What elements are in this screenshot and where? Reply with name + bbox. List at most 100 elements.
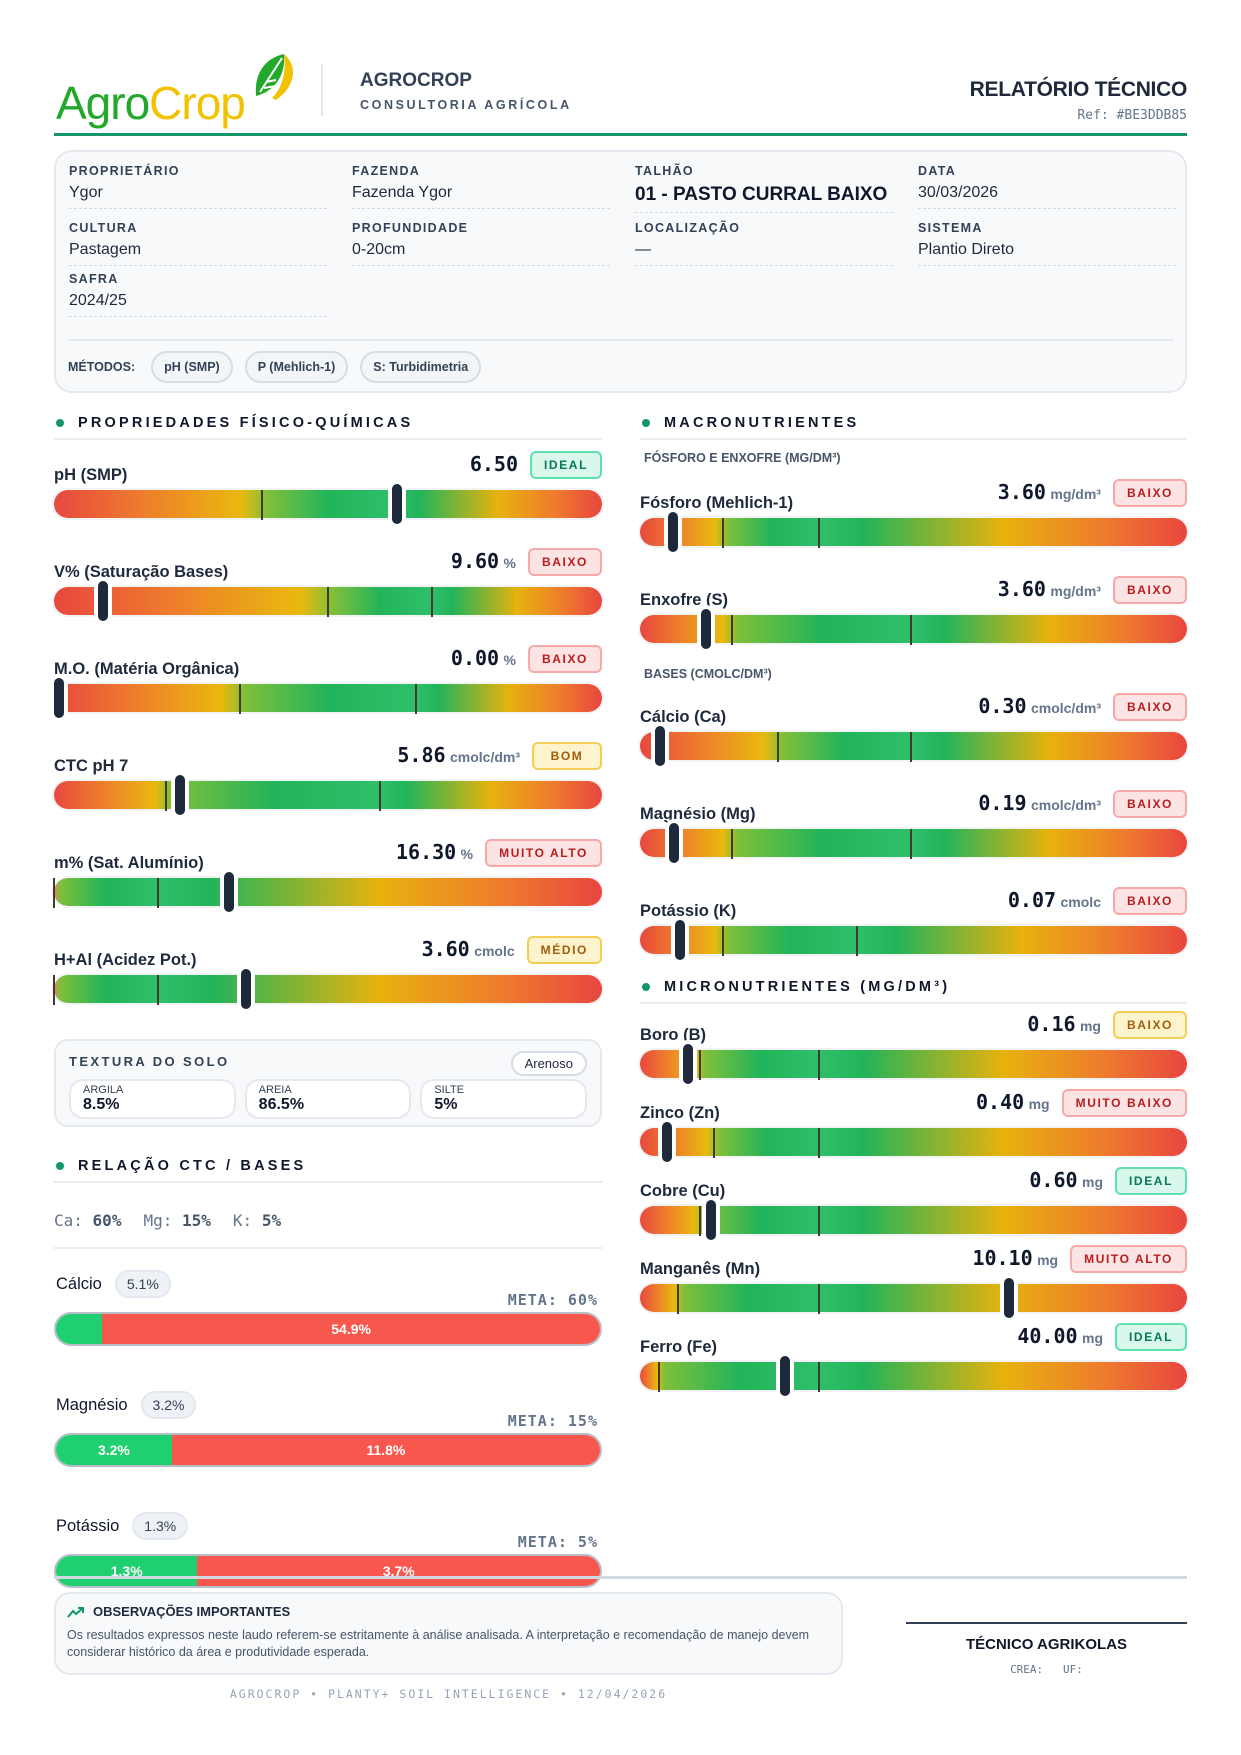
gauge-zinco-zn: Zinco (Zn) 0.40 mg MUITO BAIXO <box>640 1089 1187 1167</box>
relation-current-badge: 3.2% <box>140 1391 197 1419</box>
footer-rule <box>54 1576 1187 1579</box>
threshold-tick <box>855 926 858 956</box>
threshold-tick <box>818 1128 821 1158</box>
value-marker <box>669 823 680 863</box>
field-label: SAFRA <box>69 272 119 286</box>
gauge-reading: 0.00 % BAIXO <box>451 645 602 673</box>
gauge-header: Enxofre (S) 3.60 mg/dm³ BAIXO <box>640 576 1187 610</box>
value-marker <box>706 1200 717 1240</box>
section-micro-heading: MICRONUTRIENTES (MG/DM³) <box>640 974 1187 1004</box>
status-badge: MUITO ALTO <box>1070 1245 1187 1273</box>
left-column: PROPRIEDADES FÍSICO-QUÍMICAS pH (SMP) 6.5… <box>53 410 602 1612</box>
methods-label: MÉTODOS: <box>68 360 136 374</box>
relation-bar: 54.9% <box>54 1312 602 1346</box>
gauge-bar <box>640 823 1187 863</box>
section-macro-heading: MACRONUTRIENTES <box>640 410 1187 440</box>
bullet-icon <box>642 419 650 427</box>
info-card: PROPRIETÁRIO Ygor FAZENDA Fazenda Ygor TALHÃ… <box>54 150 1187 393</box>
threshold-tick <box>157 975 160 1005</box>
header-rule <box>54 133 1187 136</box>
gauge-unit: cmolc/dm³ <box>449 749 520 765</box>
gauge-value: 40.00 mg <box>1017 1324 1103 1348</box>
gauge-header: Fósforo (Mehlich-1) 3.60 mg/dm³ BAIXO <box>640 479 1187 513</box>
gauge-number: 0.40 <box>975 1090 1025 1114</box>
gauge-value: 3.60 mg/dm³ <box>998 480 1101 504</box>
gauge-reading: 9.60 % BAIXO <box>451 548 602 576</box>
gauge-reading: 0.30 cmolc/dm³ BAIXO <box>978 693 1187 721</box>
gauge-header: M.O. (Matéria Orgânica) 0.00 % BAIXO <box>54 645 602 679</box>
relation-bar-deficit: 54.9% <box>102 1314 600 1344</box>
bullet-icon <box>642 983 650 991</box>
relation-meta: META: 15% <box>507 1412 598 1430</box>
gauge-header: Magnésio (Mg) 0.19 cmolc/dm³ BAIXO <box>640 790 1187 824</box>
relation-row-potassio: Potássio 1.3% META: 5% 1.3% 3.7% <box>54 1507 602 1612</box>
gauge-header: Potássio (K) 0.07 cmolc BAIXO <box>640 887 1187 921</box>
gauge-unit: mg/dm³ <box>1050 583 1101 599</box>
field-value: 30/03/2026 <box>918 184 999 201</box>
gauge-unit: % <box>460 846 474 862</box>
gauge-value: 0.19 cmolc/dm³ <box>978 791 1101 815</box>
threshold-tick <box>712 1128 715 1158</box>
value-marker <box>674 920 685 960</box>
gauge-header: CTC pH 7 5.86 cmolc/dm³ BOM <box>54 742 602 776</box>
gauge-number: 0.60 <box>1029 1168 1078 1192</box>
gauge-gradient <box>640 732 1187 760</box>
gauge-number: 3.60 <box>997 577 1046 601</box>
status-badge: BAIXO <box>1112 790 1187 818</box>
logo-agro: Agro <box>56 77 150 129</box>
gauge-gradient <box>640 1362 1187 1390</box>
gauge-header: pH (SMP) 6.50 IDEAL <box>54 451 602 485</box>
gauge-bar <box>640 1122 1187 1162</box>
gauge-value: 0.16 mg <box>1027 1012 1101 1036</box>
threshold-tick <box>776 732 779 762</box>
gauge-bar <box>53 969 602 1009</box>
value-marker <box>391 484 402 524</box>
gauge-ctc-ph-7: CTC pH 7 5.86 cmolc/dm³ BOM <box>54 742 602 839</box>
field-value: 0-20cm <box>352 241 406 258</box>
texture-class-badge: Arenoso <box>510 1051 587 1076</box>
gauge-bar <box>640 512 1187 552</box>
threshold-tick <box>818 1050 821 1080</box>
gauge-reading: 0.19 cmolc/dm³ BAIXO <box>978 790 1187 818</box>
threshold-tick <box>910 615 913 645</box>
gauge-gradient <box>54 490 602 518</box>
gauge-header: Ferro (Fe) 40.00 mg IDEAL <box>640 1323 1187 1357</box>
relation-meta: META: 60% <box>507 1291 598 1309</box>
gauge-unit: cmolc <box>1060 894 1101 910</box>
signer-name: TÉCNICO AGRIKOLAS <box>965 1636 1128 1653</box>
field-label: FAZENDA <box>352 164 421 178</box>
threshold-tick <box>239 684 242 714</box>
gauge-label: pH (SMP) <box>54 466 128 484</box>
gauge-value: 0.60 mg <box>1029 1168 1103 1192</box>
gauge-value: 0.30 cmolc/dm³ <box>978 694 1101 718</box>
trending-up-icon <box>67 1606 84 1618</box>
ratio-key: Mg: <box>143 1211 173 1230</box>
gauge-potassio-k: Potássio (K) 0.07 cmolc BAIXO <box>640 887 1187 984</box>
report-title-block: RELATÓRIO TÉCNICO Ref: #BE3DDB85 <box>970 78 1188 123</box>
threshold-tick <box>818 1206 821 1236</box>
gauge-reading: 6.50 IDEAL <box>470 451 602 479</box>
texture-label: SILTE <box>434 1084 465 1096</box>
gauge-v-saturacao-bases: V% (Saturação Bases) 9.60 % BAIXO <box>54 548 602 645</box>
gauge-unit: mg/dm³ <box>1050 486 1101 502</box>
status-badge: BAIXO <box>1112 479 1187 507</box>
gauge-gradient <box>54 781 602 809</box>
agrocrop-logo: AgroCrop <box>54 50 294 130</box>
section-title: MACRONUTRIENTES <box>664 415 860 431</box>
texture-argila: ARGILA 8.5% <box>69 1079 236 1119</box>
value-marker <box>779 1356 790 1396</box>
gauge-cobre-cu: Cobre (Cu) 0.60 mg IDEAL <box>640 1167 1187 1245</box>
gauge-number: 0.30 <box>978 694 1027 718</box>
gauge-number: 0.19 <box>978 791 1027 815</box>
gauge-number: 10.10 <box>972 1246 1033 1270</box>
gauge-header: Cálcio (Ca) 0.30 cmolc/dm³ BAIXO <box>640 693 1187 727</box>
gauge-gradient <box>640 1284 1187 1312</box>
texture-title: TEXTURA DO SOLO <box>69 1054 230 1069</box>
ratio-key: K: <box>232 1211 253 1230</box>
gauge-value: 5.86 cmolc/dm³ <box>397 743 520 767</box>
gauge-h-al-acidez-pot: H+Al (Acidez Pot.) 3.60 cmolc MÉDIO <box>53 936 602 1033</box>
status-badge: MUITO ALTO <box>485 839 602 867</box>
gauge-header: Zinco (Zn) 0.40 mg MUITO BAIXO <box>640 1089 1187 1123</box>
field-sistema: SISTEMA Plantio Direto <box>918 221 1176 266</box>
gauge-number: 16.30 <box>395 840 457 864</box>
